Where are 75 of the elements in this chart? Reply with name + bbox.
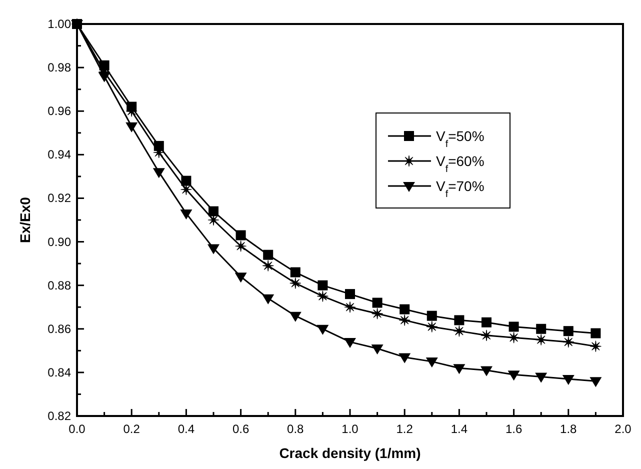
point xyxy=(263,250,274,260)
point xyxy=(262,260,274,272)
point xyxy=(372,298,382,308)
point xyxy=(152,168,165,178)
y-axis-title: Ex/Ex0 xyxy=(17,196,33,243)
point xyxy=(316,290,328,302)
point xyxy=(318,280,328,290)
point xyxy=(535,334,547,346)
point xyxy=(453,364,466,374)
point xyxy=(590,340,602,352)
point xyxy=(508,332,520,344)
x-tick-label: 0.8 xyxy=(287,422,304,436)
point xyxy=(508,322,519,332)
point xyxy=(262,294,274,304)
point xyxy=(290,267,300,278)
point xyxy=(426,310,437,321)
point xyxy=(236,230,246,240)
y-tick-label: 0.82 xyxy=(48,409,72,423)
point xyxy=(480,330,492,342)
point xyxy=(590,328,601,338)
point xyxy=(454,315,464,326)
x-tick-label: 2.0 xyxy=(614,422,632,436)
point xyxy=(208,244,220,254)
point xyxy=(535,372,548,383)
y-tick-label: 0.86 xyxy=(48,322,72,336)
point xyxy=(398,353,411,364)
point xyxy=(180,209,192,220)
x-tick-label: 0.2 xyxy=(123,422,140,436)
x-tick-label: 1.0 xyxy=(342,422,359,436)
y-tick-label: 0.96 xyxy=(48,104,72,118)
point xyxy=(290,277,302,289)
point xyxy=(482,317,492,328)
x-tick-label: 1.2 xyxy=(396,422,414,436)
x-tick-label: 0.4 xyxy=(178,422,195,436)
point xyxy=(372,308,384,320)
point xyxy=(590,377,602,388)
x-tick-label: 1.4 xyxy=(450,422,468,436)
y-tick-label: 0.92 xyxy=(48,191,72,206)
point xyxy=(371,344,384,354)
x-axis-title: Crack density (1/mm) xyxy=(279,445,421,461)
point xyxy=(345,289,355,300)
x-tick-label: 1.8 xyxy=(560,422,578,436)
point xyxy=(453,325,465,337)
point xyxy=(398,314,410,326)
x-tick-label: 0.0 xyxy=(68,422,86,436)
y-tick-label: 0.98 xyxy=(48,60,72,75)
point xyxy=(426,358,438,368)
legend-label: V$_{f}$=50% xyxy=(436,128,484,150)
y-tick-label: 0.94 xyxy=(48,148,72,162)
point xyxy=(563,326,574,336)
legend-label: V$_{f}$=70% xyxy=(436,178,484,200)
x-tick-label: 1.6 xyxy=(505,422,522,436)
point xyxy=(400,304,410,314)
point xyxy=(235,240,247,252)
y-tick-label: 1.00 xyxy=(48,17,72,31)
point xyxy=(208,206,218,216)
legend-label: V$_{f}$=60% xyxy=(436,153,484,174)
y-tick-label: 0.84 xyxy=(48,365,72,380)
point xyxy=(536,324,546,334)
point xyxy=(480,366,492,376)
point xyxy=(562,374,574,385)
point xyxy=(316,324,329,335)
point xyxy=(98,72,110,82)
point xyxy=(508,370,520,381)
x-tick-label: 0.6 xyxy=(232,422,250,436)
point xyxy=(289,312,302,322)
point xyxy=(234,272,247,283)
y-tick-label: 0.88 xyxy=(48,278,72,292)
y-tick-label: 0.90 xyxy=(48,234,72,249)
point xyxy=(126,122,138,132)
point xyxy=(181,176,192,186)
point xyxy=(426,320,438,333)
point xyxy=(344,301,356,313)
point xyxy=(562,336,574,348)
point xyxy=(344,338,356,348)
